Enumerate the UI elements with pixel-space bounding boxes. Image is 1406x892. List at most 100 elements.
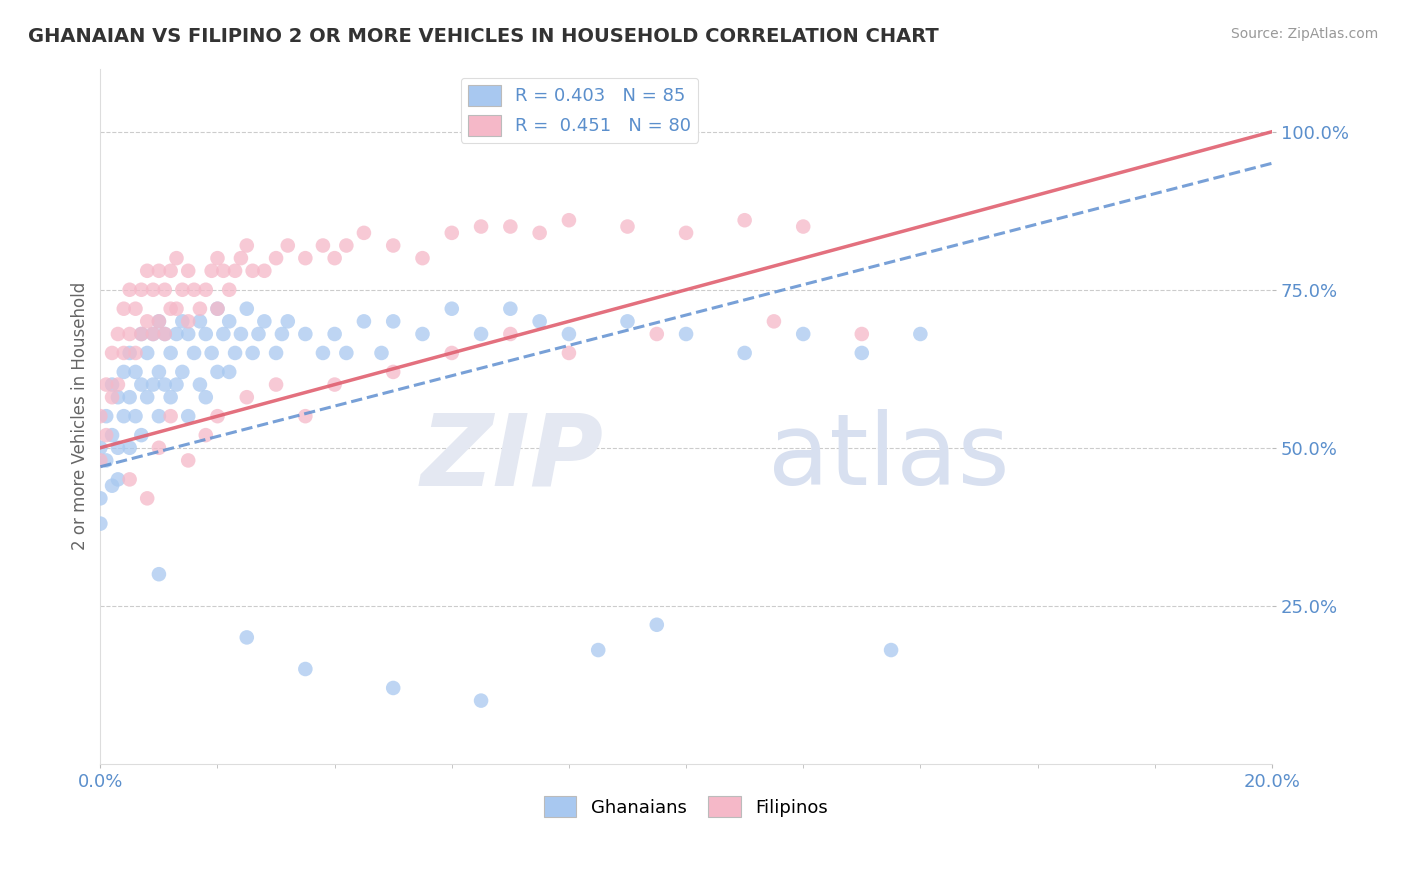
Point: [207, 251, 229, 265]
Point: [910, 326, 932, 341]
Point: [107, 377, 129, 392]
Text: ZIP: ZIP: [420, 409, 605, 507]
Point: [153, 377, 176, 392]
Point: [112, 365, 135, 379]
Point: [159, 301, 181, 316]
Point: [183, 346, 205, 360]
Point: [207, 301, 229, 316]
Point: [370, 346, 392, 360]
Point: [148, 441, 170, 455]
Point: [382, 681, 405, 695]
Point: [194, 326, 217, 341]
Point: [107, 390, 129, 404]
Point: [218, 283, 240, 297]
Point: [229, 326, 252, 341]
Point: [131, 428, 153, 442]
Point: [529, 226, 551, 240]
Point: [411, 251, 433, 265]
Point: [762, 314, 785, 328]
Point: [142, 283, 165, 297]
Point: [294, 662, 316, 676]
Point: [229, 251, 252, 265]
Point: [277, 314, 299, 328]
Point: [218, 314, 240, 328]
Point: [675, 226, 697, 240]
Point: [470, 219, 492, 234]
Point: [411, 326, 433, 341]
Point: [177, 264, 200, 278]
Point: [470, 326, 492, 341]
Point: [194, 428, 217, 442]
Text: Source: ZipAtlas.com: Source: ZipAtlas.com: [1230, 27, 1378, 41]
Point: [792, 326, 814, 341]
Point: [107, 326, 129, 341]
Point: [112, 346, 135, 360]
Point: [96, 409, 118, 424]
Point: [212, 326, 235, 341]
Point: [645, 326, 668, 341]
Point: [159, 409, 181, 424]
Point: [177, 453, 200, 467]
Point: [792, 219, 814, 234]
Point: [96, 453, 118, 467]
Point: [101, 390, 124, 404]
Point: [136, 390, 159, 404]
Point: [177, 409, 200, 424]
Point: [142, 377, 165, 392]
Point: [166, 251, 188, 265]
Text: GHANAIAN VS FILIPINO 2 OR MORE VEHICLES IN HOUSEHOLD CORRELATION CHART: GHANAIAN VS FILIPINO 2 OR MORE VEHICLES …: [28, 27, 939, 45]
Point: [312, 238, 335, 252]
Point: [236, 631, 259, 645]
Point: [177, 326, 200, 341]
Point: [188, 314, 211, 328]
Point: [253, 264, 276, 278]
Point: [96, 428, 118, 442]
Point: [101, 346, 124, 360]
Point: [112, 301, 135, 316]
Point: [148, 314, 170, 328]
Point: [148, 264, 170, 278]
Point: [236, 301, 259, 316]
Point: [136, 491, 159, 506]
Point: [264, 377, 287, 392]
Point: [207, 365, 229, 379]
Point: [224, 264, 246, 278]
Point: [112, 409, 135, 424]
Point: [224, 346, 246, 360]
Point: [124, 346, 146, 360]
Point: [136, 264, 159, 278]
Point: [207, 409, 229, 424]
Point: [335, 346, 357, 360]
Point: [159, 390, 181, 404]
Point: [323, 377, 346, 392]
Point: [124, 409, 146, 424]
Point: [201, 264, 224, 278]
Point: [131, 377, 153, 392]
Point: [440, 226, 463, 240]
Point: [159, 346, 181, 360]
Point: [201, 346, 224, 360]
Point: [335, 238, 357, 252]
Point: [218, 365, 240, 379]
Point: [118, 472, 141, 486]
Point: [236, 238, 259, 252]
Point: [89, 516, 111, 531]
Point: [499, 219, 522, 234]
Point: [89, 441, 111, 455]
Point: [529, 314, 551, 328]
Point: [118, 283, 141, 297]
Point: [382, 238, 405, 252]
Point: [153, 326, 176, 341]
Point: [148, 409, 170, 424]
Point: [236, 390, 259, 404]
Point: [558, 213, 581, 227]
Point: [207, 301, 229, 316]
Point: [253, 314, 276, 328]
Point: [166, 377, 188, 392]
Point: [616, 314, 638, 328]
Point: [148, 314, 170, 328]
Point: [89, 491, 111, 506]
Point: [499, 326, 522, 341]
Point: [131, 326, 153, 341]
Point: [353, 314, 375, 328]
